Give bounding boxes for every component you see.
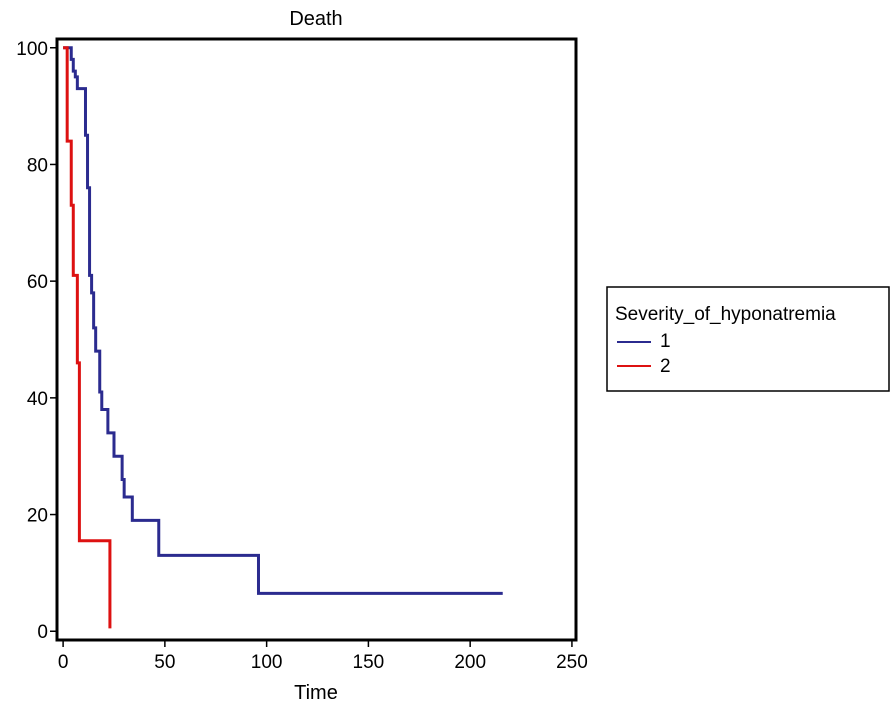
legend-title: Severity_of_hyponatremia <box>615 304 836 325</box>
chart-title: Death <box>289 8 342 30</box>
plot-area <box>63 46 503 629</box>
x-tick-label: 150 <box>353 652 385 673</box>
x-axis-label: Time <box>294 682 338 704</box>
x-tick-label: 100 <box>251 652 283 673</box>
y-axis: 0 20 40 60 80 100 <box>16 39 57 643</box>
legend: Severity_of_hyponatremia 1 2 <box>606 286 890 392</box>
y-tick-label: 100 <box>16 39 48 60</box>
x-axis: 0 50 100 150 200 250 <box>58 640 588 673</box>
series-line-1 <box>63 46 503 595</box>
x-tick-label: 0 <box>58 652 69 673</box>
series-line-2 <box>63 46 112 629</box>
legend-label-1: 1 <box>660 331 671 352</box>
y-tick-label: 80 <box>27 155 48 176</box>
legend-box <box>606 286 890 392</box>
y-tick-label: 0 <box>37 622 48 643</box>
y-tick-label: 60 <box>27 272 48 293</box>
y-tick-label: 40 <box>27 389 48 410</box>
x-tick-label: 200 <box>454 652 486 673</box>
legend-label-2: 2 <box>660 356 671 377</box>
x-tick-label: 50 <box>154 652 175 673</box>
x-tick-label: 250 <box>556 652 588 673</box>
y-tick-label: 20 <box>27 506 48 527</box>
plot-frame <box>55 37 578 642</box>
